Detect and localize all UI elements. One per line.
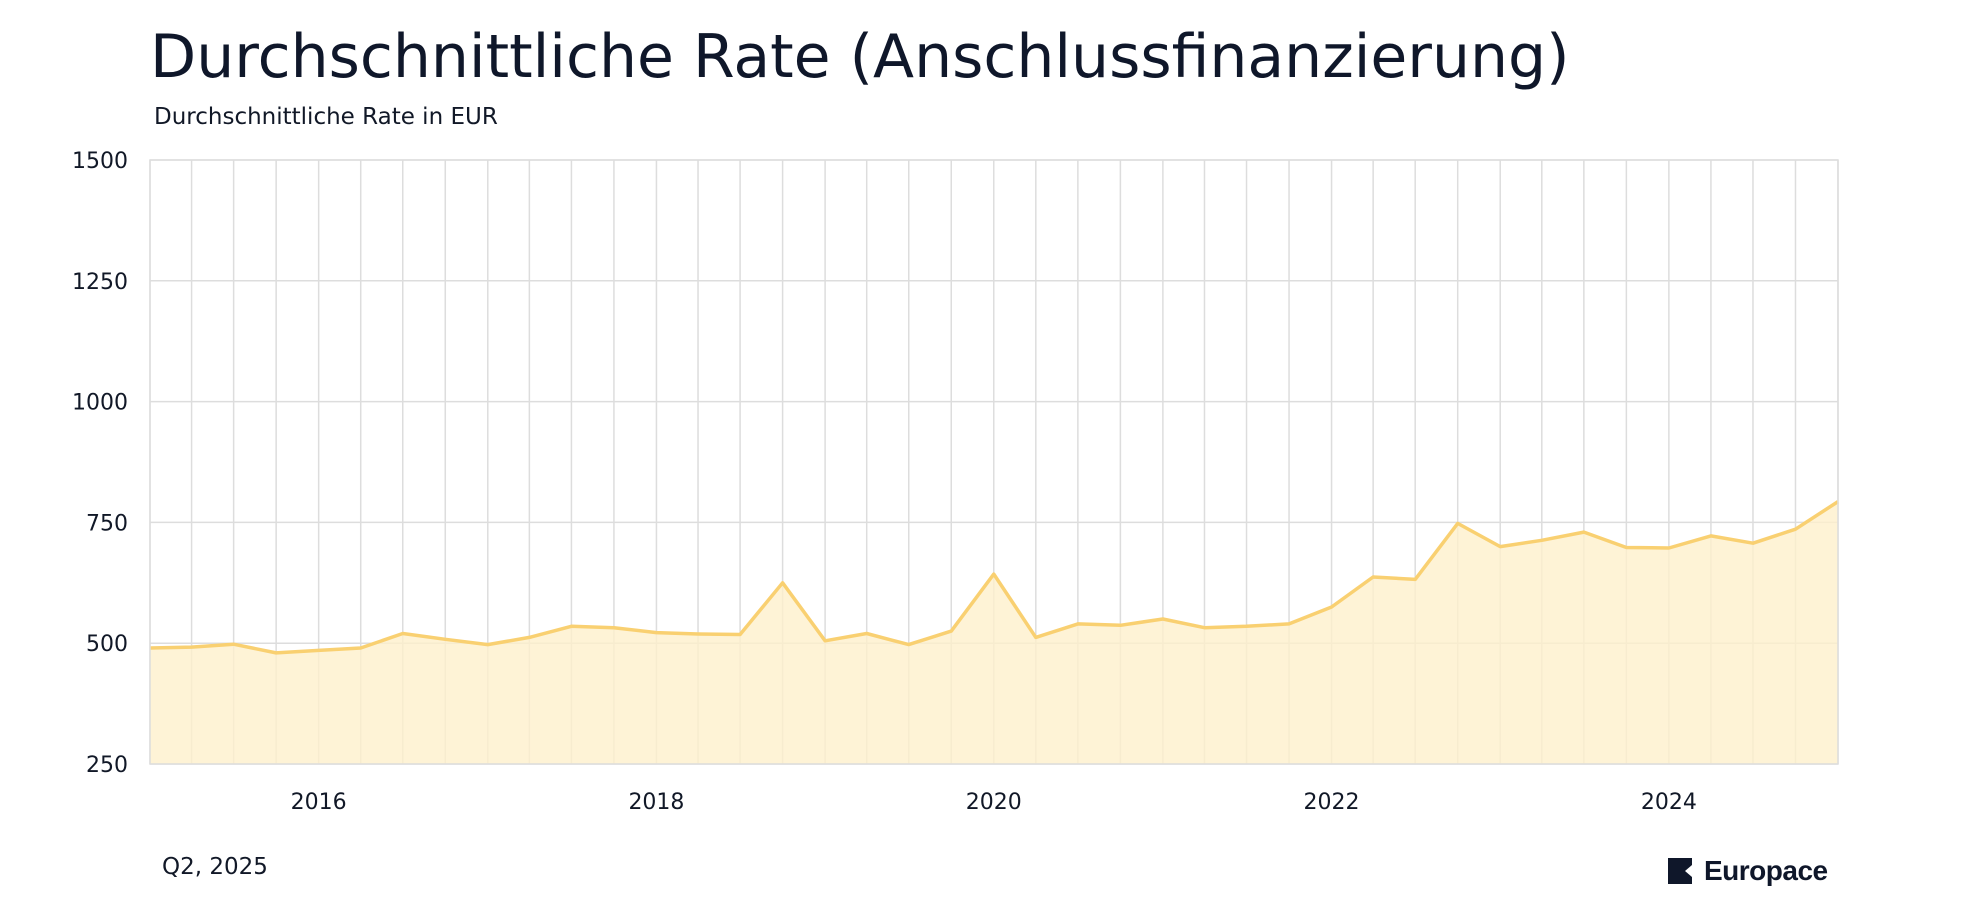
period-label: Q2, 2025 (162, 854, 268, 880)
europace-logo: Europace (1668, 855, 1828, 887)
y-tick-label: 1250 (72, 270, 128, 295)
series-area-fill (150, 501, 1838, 764)
plot-frame (149, 159, 1839, 765)
europace-logo-icon (1668, 858, 1692, 884)
y-tick-label: 750 (86, 511, 128, 536)
y-axis-ticks: 250 500 750 1000 1250 1500 (72, 149, 128, 778)
chart-subtitle: Durchschnittliche Rate in EUR (154, 104, 498, 130)
y-tick-label: 1500 (72, 149, 128, 174)
x-tick-label: 2020 (966, 790, 1022, 815)
x-tick-label: 2022 (1304, 790, 1360, 815)
chart-title: Durchschnittliche Rate (Anschlussfinanzi… (150, 22, 1570, 92)
y-tick-label: 1000 (72, 391, 128, 416)
y-tick-label: 250 (86, 753, 128, 778)
x-axis-ticks: 2016 2018 2020 2022 2024 (291, 790, 1697, 815)
x-tick-label: 2016 (291, 790, 347, 815)
y-tick-label: 500 (86, 632, 128, 657)
series-line (149, 500, 1839, 655)
x-tick-label: 2018 (628, 790, 684, 815)
x-tick-label: 2024 (1641, 790, 1697, 815)
logo-text: Europace (1704, 855, 1828, 886)
